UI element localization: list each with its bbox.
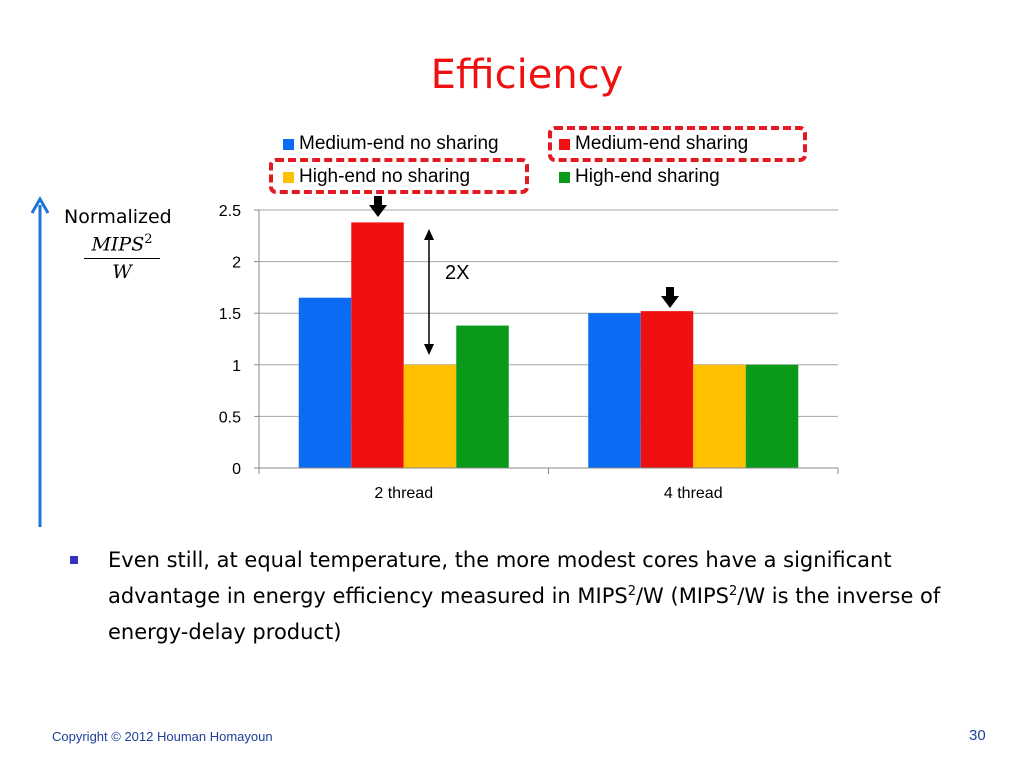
legend-item-high-end-sharing: High-end sharing xyxy=(559,166,720,188)
bullet-part: /W is the inverse of energy-delay produc… xyxy=(108,584,941,644)
bar-chart: 0 0.5 1 1.5 2 2.5 2 thread 4 thread 2X xyxy=(30,195,839,527)
bullet-square-icon xyxy=(70,556,78,564)
legend-swatch xyxy=(559,171,570,183)
bullet-sup: 2 xyxy=(729,584,738,599)
fraction-denominator: W xyxy=(112,261,132,284)
mips-squared-per-watt-fraction: MIPS2 W xyxy=(84,232,160,283)
y-tick-label: 2 xyxy=(232,255,241,272)
page-number: 30 xyxy=(969,727,986,744)
bullet-sup: 2 xyxy=(627,584,636,599)
legend-swatch xyxy=(559,138,570,150)
bar xyxy=(298,297,352,468)
annotations: 2X xyxy=(369,196,679,355)
bar xyxy=(640,311,694,468)
highlight-box-medium-end-sharing xyxy=(548,126,807,162)
legend-swatch xyxy=(283,171,294,183)
down-arrow-icon xyxy=(369,196,387,217)
bars xyxy=(298,222,799,468)
bar xyxy=(693,364,746,468)
bullet-text: Even still, at equal temperature, the mo… xyxy=(108,542,1008,650)
legend-label: Medium-end no sharing xyxy=(299,133,499,154)
y-axis-label: Normalized xyxy=(64,206,172,228)
bar xyxy=(588,313,641,468)
fraction-numerator: MIPS2 xyxy=(84,232,160,260)
bar xyxy=(351,222,404,468)
slide-title: Efficiency xyxy=(430,52,624,98)
legend-label: Medium-end sharing xyxy=(575,133,749,154)
x-tick-label: 2 thread xyxy=(374,485,433,502)
highlight-box-high-end-no-sharing xyxy=(269,158,529,194)
bar xyxy=(456,325,509,468)
bullet-part: /W (MIPS xyxy=(635,584,729,608)
legend-label: High-end sharing xyxy=(575,166,720,187)
x-tick-label: 4 thread xyxy=(664,485,723,502)
legend-item-high-end-no-sharing: High-end no sharing xyxy=(283,166,470,188)
y-tick-label: 1 xyxy=(232,358,241,375)
down-arrow-icon xyxy=(661,287,679,308)
double-arrow-icon xyxy=(424,229,434,355)
y-tick-label: 1.5 xyxy=(219,306,241,323)
copyright-notice: Copyright © 2012 Houman Homayoun xyxy=(52,729,273,744)
bar xyxy=(745,364,799,468)
axes: 0 0.5 1 1.5 2 2.5 2 thread 4 thread xyxy=(219,203,839,502)
legend-swatch xyxy=(283,138,294,150)
numerator-text: MIPS xyxy=(91,233,145,256)
legend-label: High-end no sharing xyxy=(299,166,471,187)
y-tick-label: 2.5 xyxy=(219,203,241,220)
legend-item-medium-end-sharing: Medium-end sharing xyxy=(559,133,748,155)
y-tick-label: 0.5 xyxy=(219,409,241,426)
numerator-exponent: 2 xyxy=(144,232,153,247)
ratio-annotation: 2X xyxy=(445,262,469,284)
legend-item-medium-end-no-sharing: Medium-end no sharing xyxy=(283,133,499,155)
bar xyxy=(403,364,457,468)
bullet-part: Even still, at equal temperature, the mo… xyxy=(108,548,892,608)
y-axis-arrow xyxy=(30,195,50,527)
y-tick-label: 0 xyxy=(232,461,241,478)
